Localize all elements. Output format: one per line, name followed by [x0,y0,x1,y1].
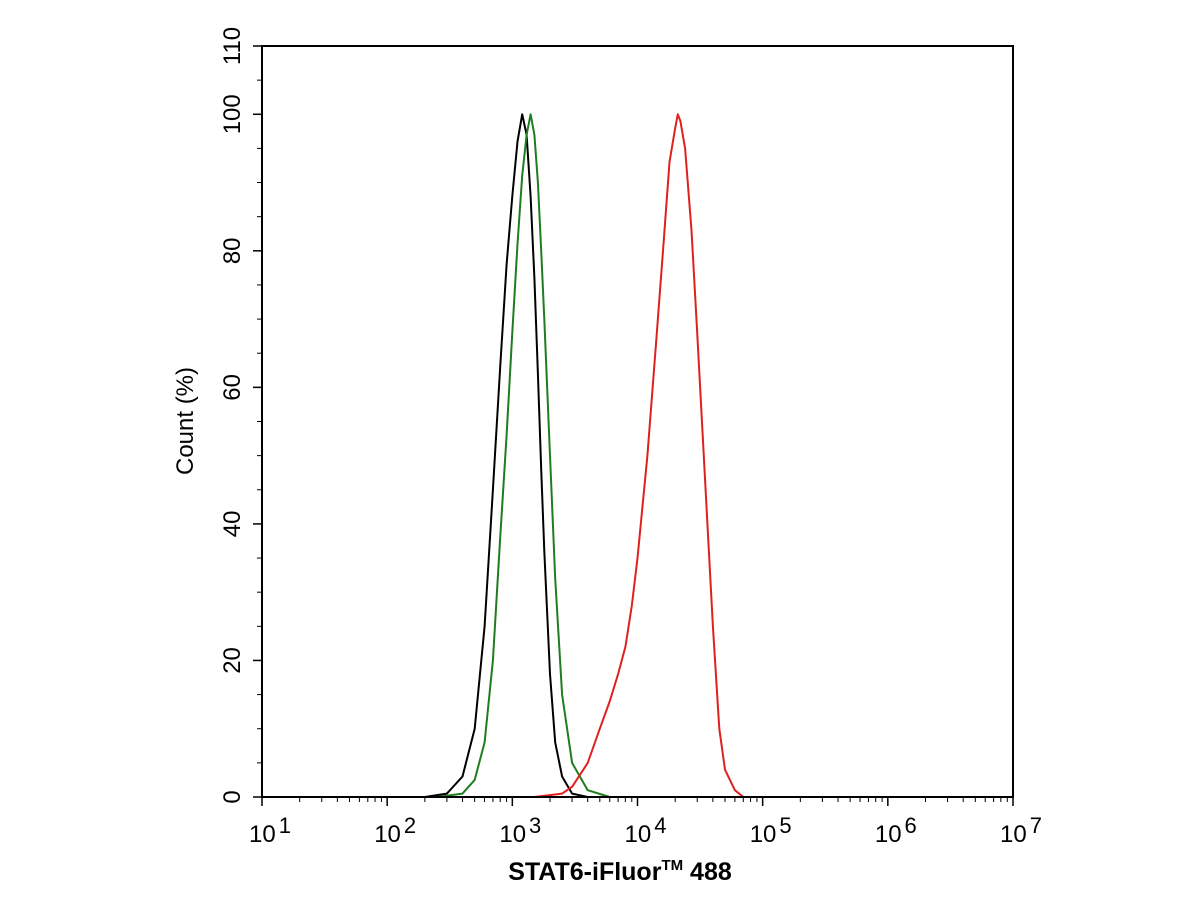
y-tick-label: 80 [219,237,246,264]
y-axis-label: Count (%) [172,367,199,475]
tick-labels: 10 1 10 2 10 3 10 4 10 5 10 6 10 7 0 20 40 60 80 100 110 [219,27,1042,848]
y-tick-label: 60 [219,374,246,401]
series-red-curve [533,113,745,798]
plot-frame [261,45,1014,798]
series-black-curve [423,113,589,798]
x-tick-label: 10 3 [499,813,541,848]
axis-ticks [253,45,1014,806]
x-tick-label: 10 6 [875,813,917,848]
y-tick-label: 40 [219,511,246,538]
x-tick-label: 10 7 [1000,813,1042,848]
y-tick-label: 110 [219,27,246,65]
y-tick-label: 0 [219,790,246,803]
x-axis-label-suffix: 488 [683,858,732,886]
series-green-curve [436,113,611,798]
x-tick-label: 10 1 [249,813,291,848]
x-tick-label: 10 4 [625,813,667,848]
x-axis-label-superscript: TM [661,857,683,874]
y-tick-label: 100 [219,94,246,134]
x-axis-label: STAT6-iFluorTM 488 [508,857,732,886]
y-tick-label: 20 [219,647,246,674]
x-tick-label: 10 2 [374,813,416,848]
histogram-series [423,113,745,798]
x-tick-label: 10 5 [750,813,792,848]
x-axis-label-main: STAT6-iFluor [508,858,661,886]
